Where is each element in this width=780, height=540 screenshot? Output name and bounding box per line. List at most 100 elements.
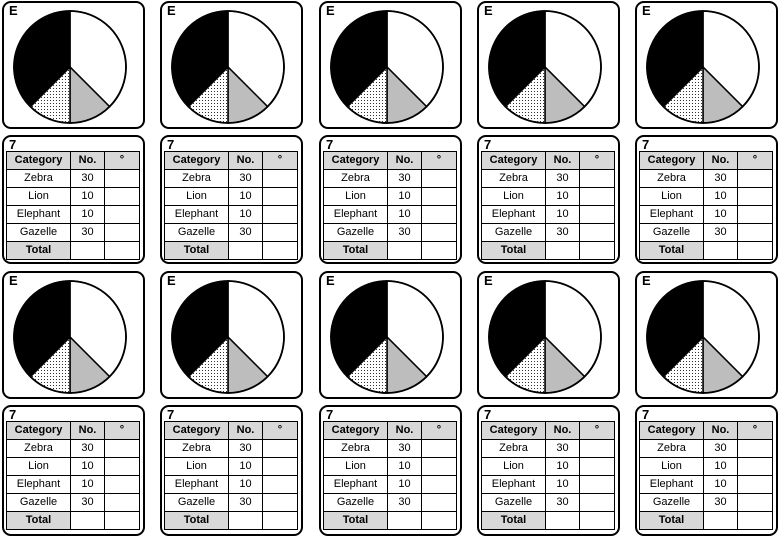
count-cell: 10: [387, 457, 422, 476]
degrees-cell[interactable]: [421, 457, 457, 476]
pie-card-label: E: [9, 273, 18, 288]
header-count: No.: [545, 421, 580, 440]
degrees-cell[interactable]: [579, 493, 615, 512]
table-card-label: 7: [9, 137, 17, 152]
table-header-row: Category No. °: [639, 151, 773, 170]
pie-card-label: E: [326, 3, 335, 18]
degrees-cell[interactable]: [262, 493, 298, 512]
total-count-cell[interactable]: [387, 241, 422, 260]
pie-chart: [330, 280, 444, 394]
degrees-cell[interactable]: [421, 169, 457, 188]
total-count-cell[interactable]: [545, 241, 580, 260]
degrees-cell[interactable]: [104, 457, 140, 476]
degrees-cell[interactable]: [104, 205, 140, 224]
total-degrees-cell[interactable]: [421, 511, 457, 530]
degrees-cell[interactable]: [104, 223, 140, 242]
count-cell: 10: [228, 205, 263, 224]
table-row: Zebra 30: [323, 439, 457, 458]
total-count-cell[interactable]: [387, 511, 422, 530]
total-count-cell[interactable]: [703, 511, 738, 530]
pie-chart: [646, 280, 760, 394]
degrees-cell[interactable]: [104, 439, 140, 458]
header-degrees: °: [579, 421, 615, 440]
frequency-table-card: 7 Category No. ° Zebra 30 Lion 10 Elephant 10 Gaze…: [2, 405, 145, 536]
total-row: Total: [481, 241, 615, 260]
degrees-cell[interactable]: [737, 439, 773, 458]
pie-chart: [171, 10, 285, 124]
category-cell: Zebra: [639, 169, 704, 188]
total-count-cell[interactable]: [70, 241, 105, 260]
pie-chart: [646, 10, 760, 124]
degrees-cell[interactable]: [421, 187, 457, 206]
pie-outline: [646, 10, 760, 124]
degrees-cell[interactable]: [579, 457, 615, 476]
table-row: Zebra 30: [639, 439, 773, 458]
table-row: Zebra 30: [6, 169, 140, 188]
degrees-cell[interactable]: [262, 205, 298, 224]
degrees-cell[interactable]: [737, 493, 773, 512]
total-degrees-cell[interactable]: [737, 241, 773, 260]
frequency-table-card: 7 Category No. ° Zebra 30 Lion 10 Elephant 10 Gaze…: [477, 135, 620, 264]
degrees-cell[interactable]: [737, 457, 773, 476]
count-cell: 10: [703, 457, 738, 476]
total-label: Total: [323, 241, 388, 260]
total-degrees-cell[interactable]: [579, 241, 615, 260]
category-cell: Gazelle: [6, 493, 71, 512]
degrees-cell[interactable]: [262, 169, 298, 188]
table-row: Gazelle 30: [323, 493, 457, 512]
total-label: Total: [481, 511, 546, 530]
total-count-cell[interactable]: [703, 241, 738, 260]
degrees-cell[interactable]: [104, 475, 140, 494]
total-degrees-cell[interactable]: [421, 241, 457, 260]
degrees-cell[interactable]: [421, 475, 457, 494]
header-degrees: °: [104, 421, 140, 440]
degrees-cell[interactable]: [262, 457, 298, 476]
count-cell: 10: [228, 475, 263, 494]
degrees-cell[interactable]: [262, 475, 298, 494]
total-degrees-cell[interactable]: [262, 241, 298, 260]
degrees-cell[interactable]: [262, 439, 298, 458]
total-row: Total: [481, 511, 615, 530]
header-degrees: °: [737, 421, 773, 440]
count-cell: 30: [703, 439, 738, 458]
count-cell: 30: [70, 223, 105, 242]
degrees-cell[interactable]: [737, 223, 773, 242]
category-cell: Lion: [323, 187, 388, 206]
degrees-cell[interactable]: [579, 223, 615, 242]
total-degrees-cell[interactable]: [737, 511, 773, 530]
degrees-cell[interactable]: [579, 439, 615, 458]
degrees-cell[interactable]: [737, 475, 773, 494]
total-count-cell[interactable]: [228, 241, 263, 260]
total-degrees-cell[interactable]: [262, 511, 298, 530]
degrees-cell[interactable]: [421, 439, 457, 458]
degrees-cell[interactable]: [421, 223, 457, 242]
degrees-cell[interactable]: [104, 187, 140, 206]
category-cell: Lion: [323, 457, 388, 476]
degrees-cell[interactable]: [262, 223, 298, 242]
degrees-cell[interactable]: [579, 205, 615, 224]
degrees-cell[interactable]: [104, 493, 140, 512]
total-degrees-cell[interactable]: [579, 511, 615, 530]
total-degrees-cell[interactable]: [104, 511, 140, 530]
total-row: Total: [323, 511, 457, 530]
header-category: Category: [164, 421, 229, 440]
degrees-cell[interactable]: [737, 205, 773, 224]
degrees-cell[interactable]: [262, 187, 298, 206]
total-count-cell[interactable]: [228, 511, 263, 530]
degrees-cell[interactable]: [579, 475, 615, 494]
total-degrees-cell[interactable]: [104, 241, 140, 260]
total-count-cell[interactable]: [70, 511, 105, 530]
table-row: Lion 10: [481, 457, 615, 476]
total-row: Total: [6, 241, 140, 260]
degrees-cell[interactable]: [579, 169, 615, 188]
total-count-cell[interactable]: [545, 511, 580, 530]
degrees-cell[interactable]: [579, 187, 615, 206]
degrees-cell[interactable]: [104, 169, 140, 188]
degrees-cell[interactable]: [737, 187, 773, 206]
count-cell: 10: [545, 187, 580, 206]
degrees-cell[interactable]: [737, 169, 773, 188]
degrees-cell[interactable]: [421, 205, 457, 224]
degrees-cell[interactable]: [421, 493, 457, 512]
table-card-label: 7: [642, 137, 650, 152]
header-category: Category: [6, 421, 71, 440]
